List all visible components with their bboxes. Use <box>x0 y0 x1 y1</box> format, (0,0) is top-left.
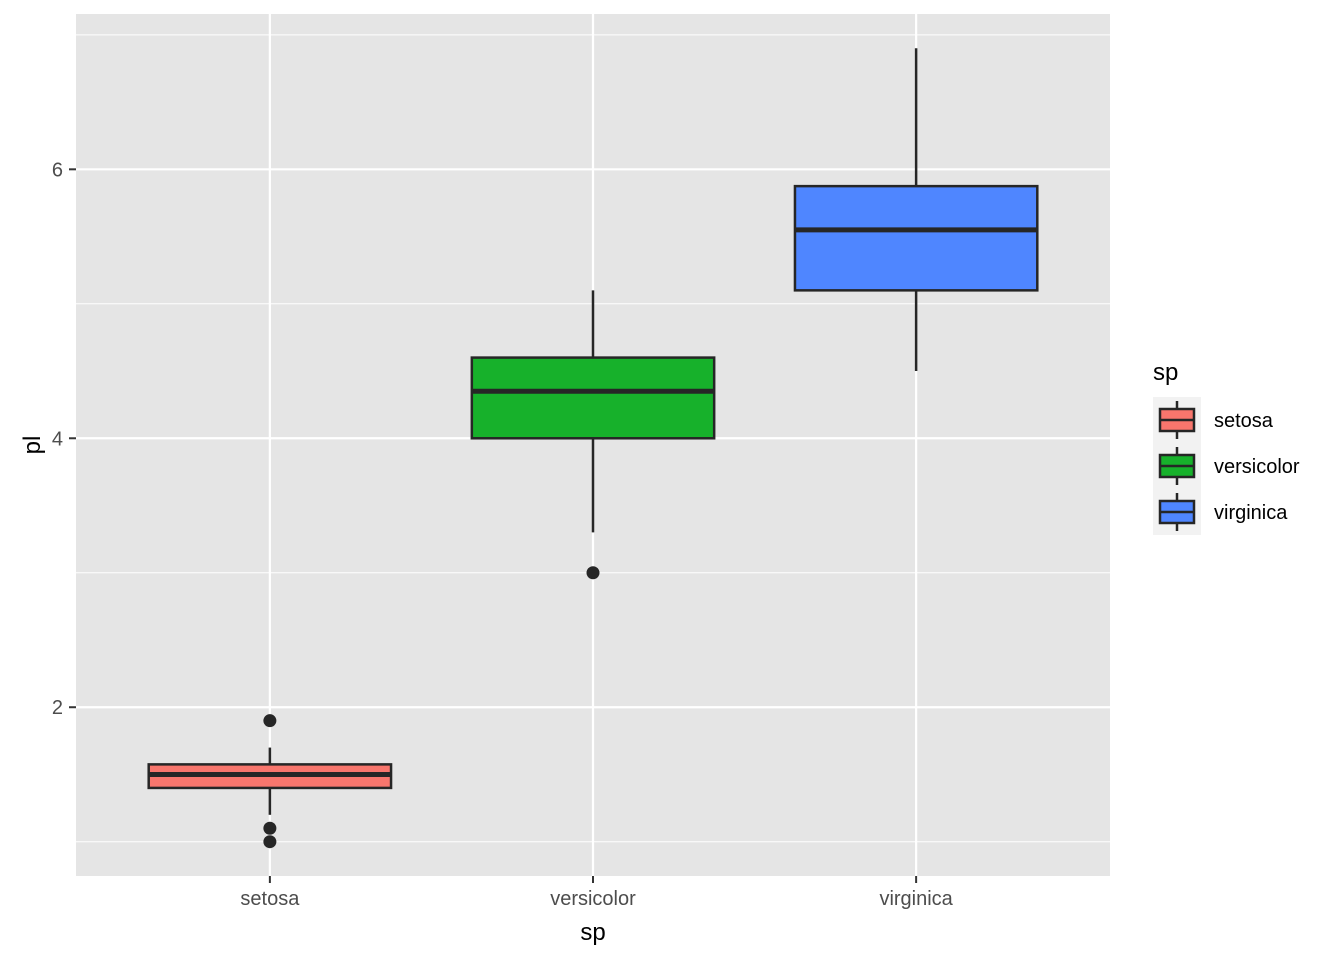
x-axis-title: sp <box>580 919 605 946</box>
outlier-point <box>263 714 277 728</box>
legend-label: virginica <box>1214 502 1288 524</box>
box-versicolor <box>470 290 716 580</box>
x-tick-label: versicolor <box>550 888 636 910</box>
boxes <box>147 48 1039 849</box>
outlier-point <box>263 821 277 835</box>
y-axis-title: pl <box>19 436 46 455</box>
outlier-point <box>586 566 600 580</box>
legend-title: sp <box>1153 359 1178 386</box>
y-tick-label: 4 <box>52 428 63 450</box>
box-virginica <box>793 48 1039 372</box>
box-setosa <box>147 714 393 849</box>
x-tick-label: virginica <box>879 888 953 910</box>
legend-item-setosa: setosa <box>1158 401 1274 439</box>
box-iqr <box>470 356 716 440</box>
y-axis: 2 4 6 <box>52 159 76 719</box>
outlier-point <box>263 835 277 849</box>
y-tick-label: 6 <box>52 159 63 181</box>
legend-item-versicolor: versicolor <box>1158 447 1300 485</box>
box-iqr <box>793 184 1039 292</box>
legend-label: setosa <box>1214 410 1274 432</box>
legend-item-virginica: virginica <box>1158 493 1288 531</box>
x-axis: setosa versicolor virginica <box>240 876 954 910</box>
legend-label: versicolor <box>1214 456 1300 478</box>
x-tick-label: setosa <box>240 888 300 910</box>
legend: sp setosa versicolor virginica <box>1153 359 1300 535</box>
y-tick-label: 2 <box>52 697 63 719</box>
